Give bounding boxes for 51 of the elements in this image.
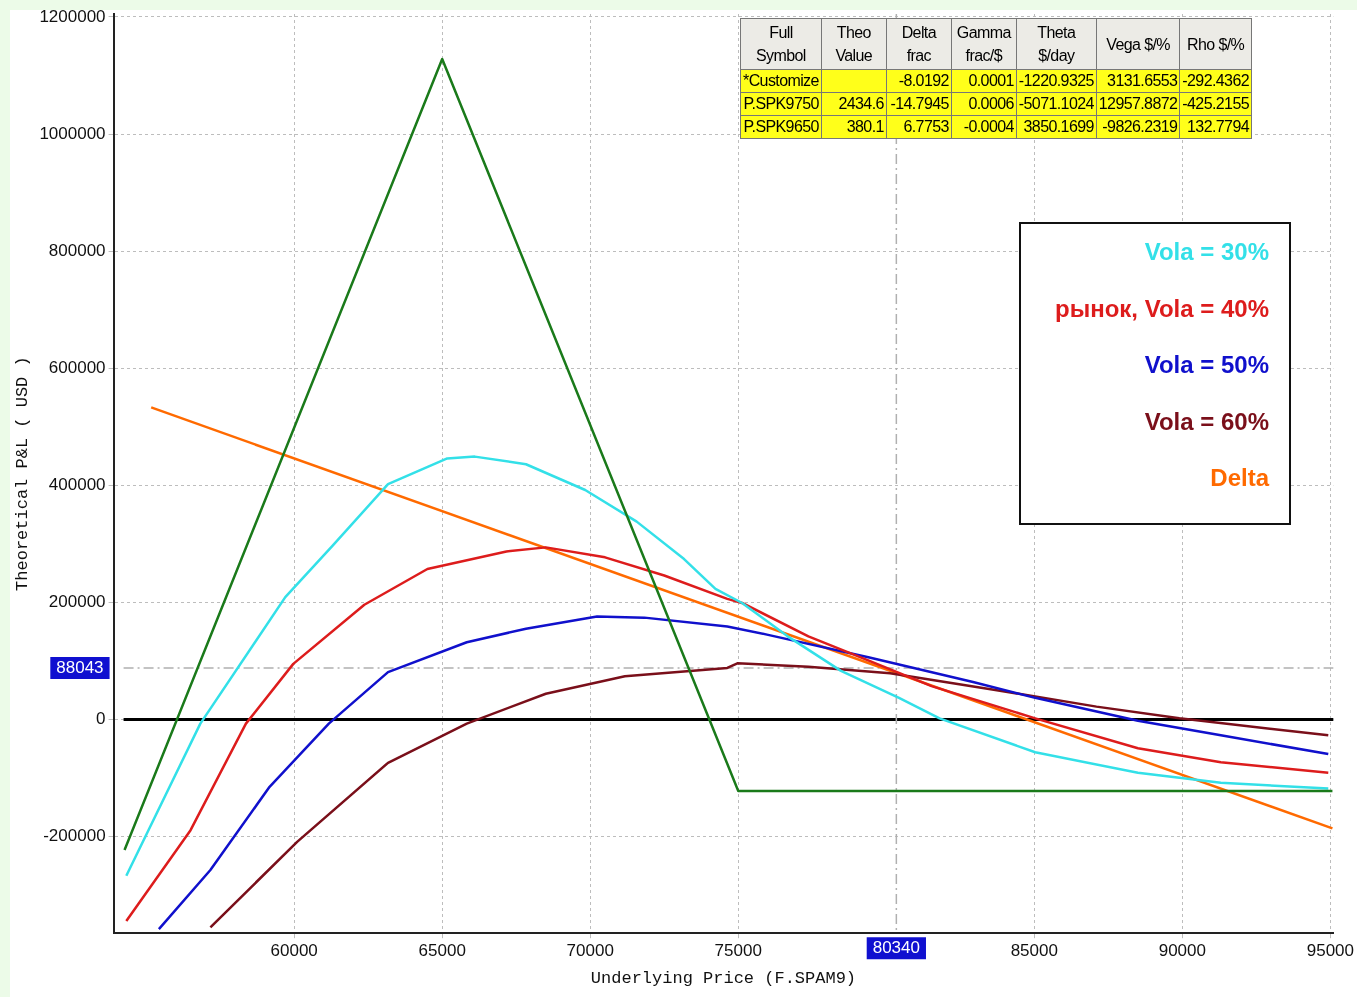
annotation: 0.0001 [951,69,1017,93]
text: Vola = 50% [1143,351,1269,380]
y-tick-label: 1200000 [39,6,106,26]
x-tick-label: 95000 [1306,941,1354,961]
annotation: -425.2155 [1179,92,1252,116]
x-axis-title: Underlying Price (F.SPAM9) [590,969,857,989]
text: Delta [1209,464,1269,493]
y-tick-label: -200000 [43,826,106,846]
x-tick-label: 60000 [270,941,318,961]
annotation: 132.7794 [1179,115,1252,139]
annotation: Gamma frac/$ [951,18,1017,70]
annotation: Theta $/day [1016,18,1097,70]
annotation: Theo Value [821,18,887,70]
annotation: 12957.8872 [1096,92,1180,116]
text: Vola = 60% [1143,407,1269,437]
x-tick-label: 85000 [1010,941,1058,961]
x-tick-label: 90000 [1158,941,1206,961]
annotation: Full Symbol [740,18,822,70]
x-tick-label: 65000 [418,941,466,961]
ref-line-label: 88043 [56,657,104,677]
annotation: Rho $/% [1179,18,1252,70]
annotation: 2434.6 [821,92,887,116]
annotation: 380.1 [821,115,887,139]
annotation: -0.0004 [951,115,1017,139]
y-tick-label: 400000 [48,475,106,494]
annotation: 0.0006 [951,92,1017,116]
x-tick-label: 75000 [714,941,762,961]
y-tick-label: 600000 [48,357,106,377]
y-axis-title: Theoretical P&L ( USD ) [12,356,32,591]
annotation: 3850.1699 [1016,115,1097,139]
y-tick-label: 0 [96,709,106,729]
annotation: P.SPK9750 [740,92,822,116]
annotation: Delta frac [886,18,952,70]
annotation: -9826.2319 [1096,115,1180,139]
annotation: -14.7945 [886,92,952,116]
text: Vola = 30% [1143,238,1269,267]
annotation: Vega $/% [1096,18,1180,70]
x-tick-label: 70000 [566,941,614,961]
y-tick-label: 1000000 [39,123,106,143]
annotation: 3131.6553 [1096,69,1180,93]
annotation: -8.0192 [886,69,952,93]
text: рынок, Vola = 40% [1054,294,1269,324]
annotation: -5071.1024 [1016,92,1097,116]
annotation: 6.7753 [886,115,952,139]
y-tick-label: 800000 [48,240,106,260]
annotation: -292.4362 [1179,69,1252,93]
ref-line-label: 80340 [872,937,920,957]
y-tick-label: 200000 [48,592,106,612]
annotation: P.SPK9650 [740,115,822,139]
annotation: *Customize [740,69,822,93]
annotation: -1220.9325 [1016,69,1097,93]
